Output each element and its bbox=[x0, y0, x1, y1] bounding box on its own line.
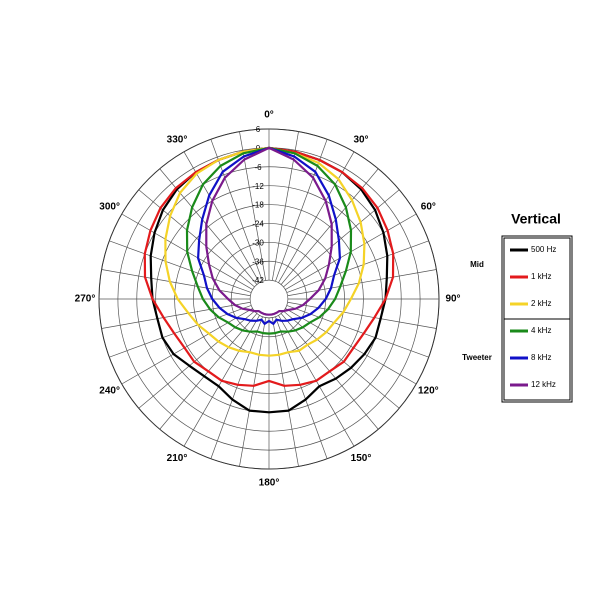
legend-frame bbox=[501, 235, 573, 403]
spoke bbox=[138, 310, 255, 409]
legend-group-label: Tweeter bbox=[462, 353, 492, 362]
legend-label: 500 Hz bbox=[531, 245, 556, 254]
spoke bbox=[271, 317, 299, 467]
response-line bbox=[185, 146, 353, 335]
theta-tick-label: 300° bbox=[99, 202, 120, 213]
grid-ring bbox=[249, 279, 289, 319]
spoke bbox=[121, 308, 253, 385]
theta-tick-label: 90° bbox=[445, 294, 460, 305]
theta-tick-label: 210° bbox=[167, 453, 188, 464]
spoke bbox=[109, 240, 252, 293]
legend-label: 4 kHz bbox=[531, 326, 551, 335]
legend-group-label: Mid bbox=[470, 260, 484, 269]
spoke bbox=[283, 189, 400, 288]
spoke bbox=[283, 310, 400, 409]
legend-label: 2 kHz bbox=[531, 299, 551, 308]
theta-tick-label: 60° bbox=[421, 202, 436, 213]
theta-tick-label: 240° bbox=[99, 386, 120, 397]
spoke bbox=[109, 305, 252, 358]
r-tick-label: 6 bbox=[256, 125, 261, 134]
legend-label: 12 kHz bbox=[531, 380, 556, 389]
r-tick-label: -42 bbox=[252, 276, 264, 285]
spoke bbox=[210, 316, 263, 459]
theta-tick-label: 120° bbox=[418, 386, 439, 397]
response-line bbox=[149, 146, 389, 414]
theta-tick-label: 180° bbox=[259, 478, 280, 489]
spoke bbox=[286, 240, 429, 293]
r-tick-label: -30 bbox=[252, 238, 264, 247]
theta-tick-label: 30° bbox=[353, 134, 368, 145]
theta-tick-label: 330° bbox=[167, 134, 188, 145]
spoke bbox=[275, 316, 328, 459]
r-tick-label: -12 bbox=[252, 182, 264, 191]
legend-label: 8 kHz bbox=[531, 353, 551, 362]
legend-label: 1 kHz bbox=[531, 272, 551, 281]
legend-box bbox=[503, 318, 571, 401]
legend-title: Vertical bbox=[511, 211, 561, 227]
spoke bbox=[138, 189, 255, 288]
response-line bbox=[205, 146, 333, 316]
theta-tick-label: 270° bbox=[75, 294, 96, 305]
r-tick-label: -18 bbox=[252, 201, 264, 210]
theta-tick-label: 150° bbox=[351, 453, 372, 464]
r-tick-label: -24 bbox=[252, 220, 264, 229]
response-line bbox=[164, 146, 366, 357]
spoke bbox=[239, 317, 267, 467]
spoke bbox=[287, 301, 437, 329]
spoke bbox=[287, 269, 437, 297]
spoke bbox=[101, 269, 251, 297]
response-line bbox=[197, 146, 341, 325]
spoke bbox=[286, 305, 429, 358]
response-line bbox=[143, 146, 395, 387]
spoke bbox=[285, 308, 417, 385]
spoke bbox=[278, 151, 355, 283]
r-tick-label: -36 bbox=[252, 257, 264, 266]
spoke bbox=[101, 301, 251, 329]
theta-tick-label: 0° bbox=[264, 110, 274, 121]
spoke bbox=[159, 168, 258, 285]
r-tick-label: -6 bbox=[254, 163, 262, 172]
spoke bbox=[210, 139, 263, 282]
